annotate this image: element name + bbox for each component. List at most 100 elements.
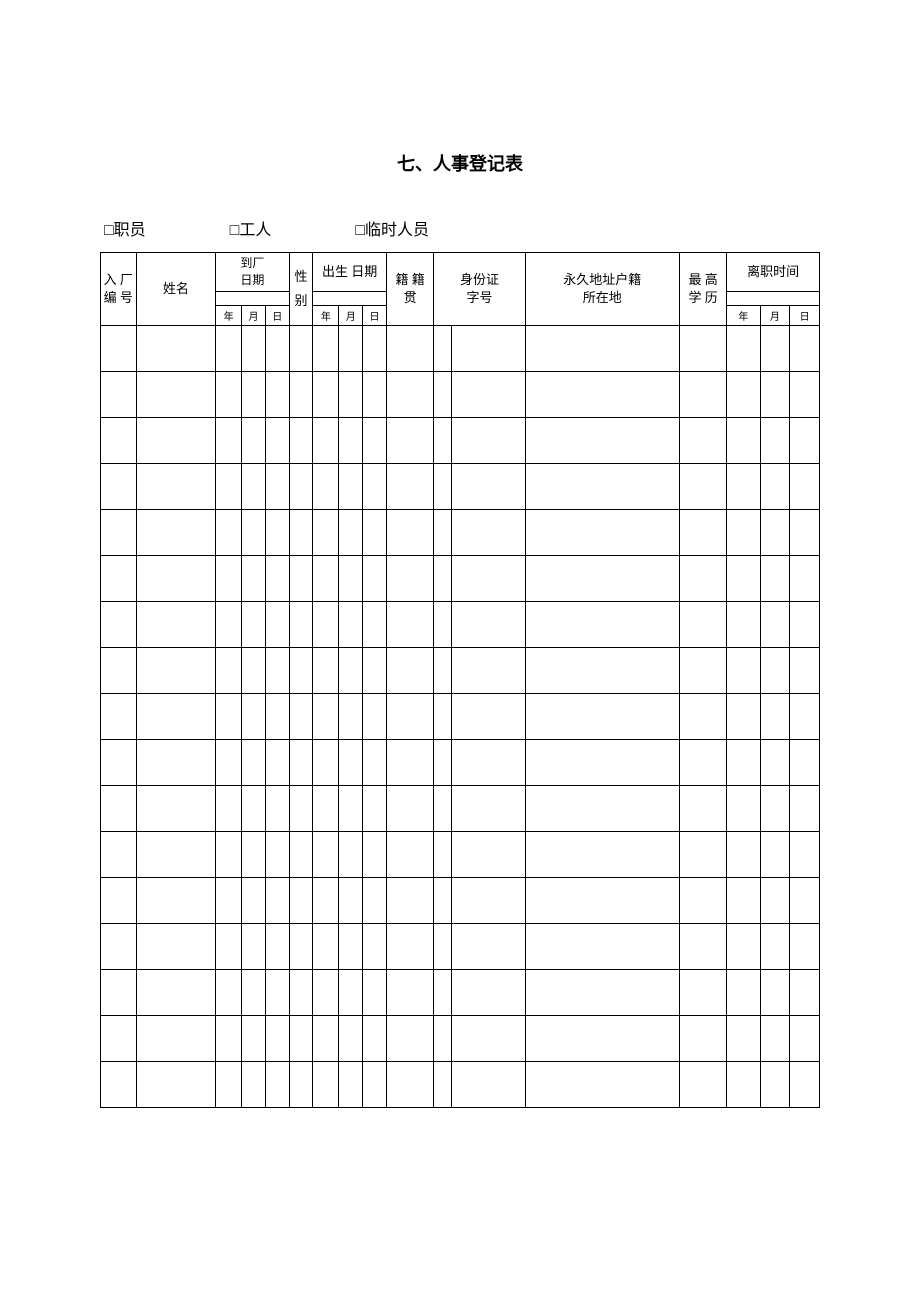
table-cell	[136, 325, 215, 371]
table-cell	[679, 555, 726, 601]
table-cell	[101, 325, 137, 371]
table-cell	[216, 785, 242, 831]
table-cell	[313, 1061, 339, 1107]
table-cell	[265, 1015, 289, 1061]
table-cell	[339, 739, 363, 785]
table-cell	[679, 785, 726, 831]
table-cell	[216, 1015, 242, 1061]
table-row	[101, 601, 820, 647]
table-cell	[452, 785, 526, 831]
table-cell	[386, 877, 433, 923]
table-cell	[434, 647, 452, 693]
table-cell	[452, 877, 526, 923]
table-cell	[386, 1015, 433, 1061]
table-row	[101, 417, 820, 463]
table-cell	[386, 693, 433, 739]
table-cell	[339, 923, 363, 969]
table-cell	[289, 417, 313, 463]
table-cell	[790, 785, 820, 831]
checkbox-temporary: □临时人员	[355, 216, 429, 240]
table-cell	[216, 831, 242, 877]
table-cell	[265, 509, 289, 555]
table-cell	[679, 739, 726, 785]
table-cell	[313, 1015, 339, 1061]
table-cell	[136, 417, 215, 463]
header-id-number: 身份证 字号	[434, 253, 525, 326]
table-cell	[216, 1061, 242, 1107]
table-cell	[289, 739, 313, 785]
table-cell	[434, 1015, 452, 1061]
checkbox-worker: □工人	[230, 216, 272, 240]
table-row	[101, 877, 820, 923]
table-row	[101, 509, 820, 555]
table-cell	[452, 1015, 526, 1061]
table-cell	[727, 1015, 760, 1061]
table-cell	[525, 923, 679, 969]
table-cell	[242, 785, 266, 831]
table-cell	[760, 785, 790, 831]
table-cell	[452, 739, 526, 785]
table-cell	[452, 693, 526, 739]
table-cell	[265, 831, 289, 877]
table-cell	[313, 509, 339, 555]
table-cell	[790, 1061, 820, 1107]
table-cell	[386, 371, 433, 417]
table-cell	[790, 693, 820, 739]
table-cell	[386, 555, 433, 601]
table-cell	[679, 417, 726, 463]
table-cell	[363, 739, 387, 785]
table-row	[101, 831, 820, 877]
table-cell	[289, 509, 313, 555]
header-native-place: 籍 籍 贯	[386, 253, 433, 326]
header-arrival-date: 到厂 日期	[216, 253, 290, 292]
table-cell	[363, 417, 387, 463]
table-cell	[727, 417, 760, 463]
table-cell	[525, 647, 679, 693]
header-education: 最 高 学 历	[679, 253, 726, 326]
table-cell	[265, 1061, 289, 1107]
table-cell	[242, 969, 266, 1015]
table-cell	[289, 325, 313, 371]
table-cell	[679, 509, 726, 555]
table-cell	[452, 555, 526, 601]
table-cell	[101, 463, 137, 509]
table-cell	[434, 555, 452, 601]
table-cell	[216, 739, 242, 785]
table-cell	[386, 647, 433, 693]
table-cell	[452, 923, 526, 969]
table-cell	[434, 877, 452, 923]
table-cell	[727, 923, 760, 969]
table-cell	[525, 831, 679, 877]
table-cell	[525, 325, 679, 371]
table-cell	[790, 969, 820, 1015]
table-cell	[386, 785, 433, 831]
table-row	[101, 739, 820, 785]
table-cell	[216, 647, 242, 693]
table-cell	[242, 647, 266, 693]
table-cell	[363, 325, 387, 371]
table-cell	[760, 831, 790, 877]
header-arrival-spacer	[216, 291, 290, 305]
table-cell	[101, 601, 137, 647]
table-cell	[679, 1015, 726, 1061]
header-birth-spacer	[313, 291, 387, 305]
table-cell	[525, 693, 679, 739]
table-cell	[525, 555, 679, 601]
table-cell	[386, 463, 433, 509]
table-cell	[363, 463, 387, 509]
table-cell	[525, 463, 679, 509]
table-cell	[790, 417, 820, 463]
header-factory-number: 入 厂 编 号	[101, 253, 137, 326]
table-cell	[289, 601, 313, 647]
table-cell	[760, 371, 790, 417]
table-cell	[136, 371, 215, 417]
table-cell	[525, 1015, 679, 1061]
table-cell	[452, 831, 526, 877]
header-leave-spacer	[727, 291, 820, 305]
header-gender: 性别	[289, 253, 313, 326]
table-cell	[101, 923, 137, 969]
table-cell	[242, 601, 266, 647]
table-cell	[339, 831, 363, 877]
table-cell	[727, 647, 760, 693]
table-cell	[790, 555, 820, 601]
